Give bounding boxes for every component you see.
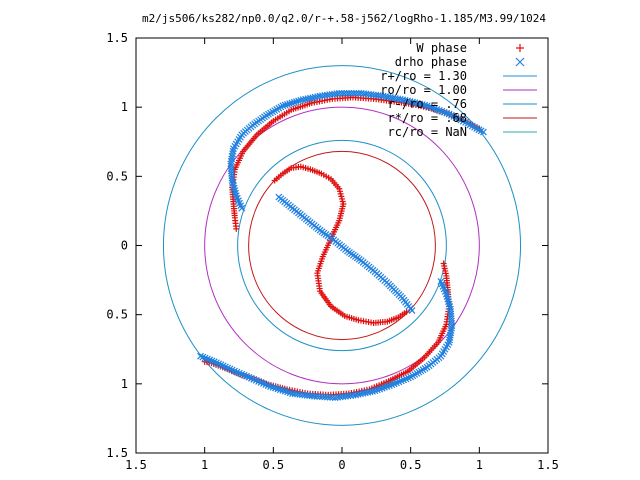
drho-phase-point (409, 98, 416, 106)
drho-phase-point (290, 98, 298, 106)
drho-phase-point (348, 89, 355, 97)
drho-phase-point (197, 352, 204, 360)
y-tick-label: 1.5 (106, 446, 128, 460)
axis-ticks: 1.5 1 0.5 0 0.5 1 1.51.510.500.511.5 (106, 31, 559, 472)
y-tick-label: 0 (121, 239, 128, 253)
drho-phase-point (413, 99, 421, 107)
drho-phase-point (279, 102, 287, 110)
x-tick-label: 1.5 (125, 458, 147, 472)
w-phase-point (403, 308, 410, 315)
drho-phase-point (401, 96, 409, 104)
data-series (197, 89, 487, 402)
y-tick-label: 0.5 (106, 308, 128, 322)
drho-phase-point (292, 98, 300, 106)
y-tick-label: 0.5 (106, 169, 128, 183)
circle-r-1 (204, 106, 480, 385)
chart-title: m2/js506/ks282/np0.0/q2.0/r-+.58-j562/lo… (142, 12, 546, 25)
drho-phase-point (283, 100, 291, 108)
legend-x-marker (515, 57, 525, 67)
drho-phase-point (340, 89, 348, 97)
circle-r-1_3 (162, 65, 522, 426)
drho-phase-point (338, 89, 346, 97)
legend-label: W phase (416, 41, 467, 55)
drho-phase-point (350, 89, 358, 97)
x-tick-label: 0 (338, 458, 345, 472)
drho-phase-point (229, 147, 237, 155)
y-tick-label: 1 (121, 100, 128, 114)
legend-label: ro/ro = 1.00 (380, 83, 467, 97)
drho-phase-point (446, 336, 453, 344)
legend-plus-marker (516, 44, 524, 52)
legend-label: rc/ro = NaN (388, 125, 467, 139)
drho-phase-point (411, 99, 419, 107)
y-tick-label: 1 (121, 377, 128, 391)
drho-phase-point (343, 89, 351, 97)
legend-label: drho phase (395, 55, 467, 69)
x-tick-label: 1.5 (537, 458, 559, 472)
x-tick-label: 1 (201, 458, 208, 472)
drho-phase-point (345, 89, 353, 97)
drho-phase-point (418, 101, 426, 108)
series-drho-phase (197, 89, 487, 402)
drho-phase-point (406, 98, 414, 105)
drho-phase-point (352, 89, 360, 97)
x-tick-label: 0.5 (262, 458, 284, 472)
drho-phase-point (335, 89, 343, 97)
legend-label: r*/ro = .68 (388, 111, 467, 125)
drho-phase-point (334, 393, 342, 401)
drho-phase-point (286, 100, 294, 108)
drho-phase-point (408, 307, 416, 314)
drho-phase-point (404, 97, 412, 105)
drho-phase-point (421, 101, 429, 109)
reference-circles (162, 65, 522, 426)
x-tick-label: 0.5 (400, 458, 422, 472)
circle-r-0_76 (237, 139, 447, 352)
drho-phase-point (416, 100, 424, 108)
y-tick-label: 1.5 (106, 31, 128, 45)
legend-label: r-/ro = .76 (388, 97, 467, 111)
x-tick-label: 1 (476, 458, 483, 472)
legend-label: r+/ro = 1.30 (380, 69, 467, 83)
drho-phase-point (480, 128, 487, 136)
drho-phase-point (288, 99, 296, 107)
drho-phase-point (281, 101, 289, 109)
circle-r-0_68 (248, 150, 436, 341)
